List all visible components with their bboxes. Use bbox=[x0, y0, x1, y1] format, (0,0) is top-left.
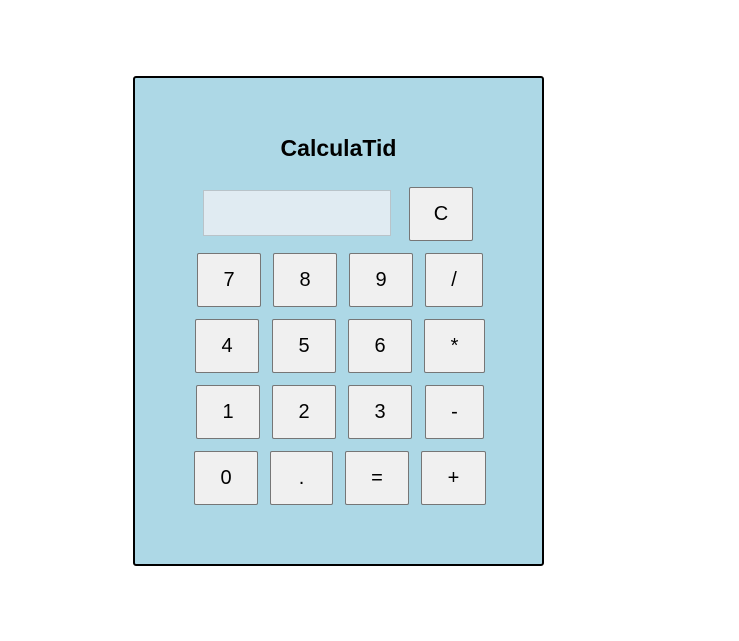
divide-button[interactable]: / bbox=[425, 253, 483, 307]
digit-8-button[interactable]: 8 bbox=[273, 253, 337, 307]
display-input[interactable] bbox=[203, 190, 391, 236]
digit-4-button[interactable]: 4 bbox=[195, 319, 259, 373]
digit-2-button[interactable]: 2 bbox=[272, 385, 336, 439]
clear-button[interactable]: C bbox=[409, 187, 473, 241]
digit-3-button[interactable]: 3 bbox=[348, 385, 412, 439]
multiply-button[interactable]: * bbox=[424, 319, 485, 373]
add-button[interactable]: + bbox=[421, 451, 486, 505]
subtract-button[interactable]: - bbox=[425, 385, 484, 439]
digit-6-button[interactable]: 6 bbox=[348, 319, 412, 373]
digit-1-button[interactable]: 1 bbox=[196, 385, 260, 439]
calculator-panel: CalculaTid C 7 8 9 / 4 5 6 * 1 2 3 - 0 .… bbox=[133, 76, 544, 566]
digit-7-button[interactable]: 7 bbox=[197, 253, 261, 307]
digit-0-button[interactable]: 0 bbox=[194, 451, 258, 505]
app-title: CalculaTid bbox=[280, 135, 397, 161]
decimal-button[interactable]: . bbox=[270, 451, 333, 505]
digit-5-button[interactable]: 5 bbox=[272, 319, 336, 373]
equals-button[interactable]: = bbox=[345, 451, 409, 505]
digit-9-button[interactable]: 9 bbox=[349, 253, 413, 307]
